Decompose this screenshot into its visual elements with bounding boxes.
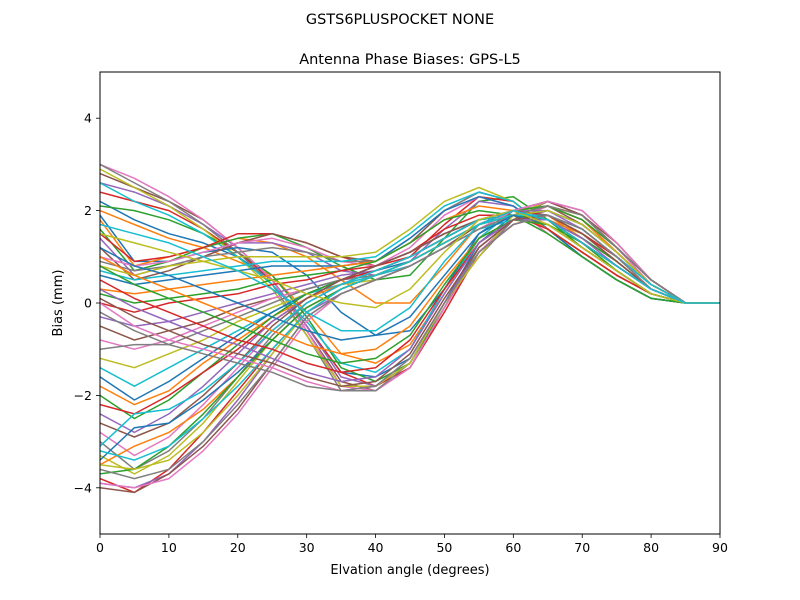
series-line-56 bbox=[100, 214, 720, 387]
series-line-53 bbox=[100, 219, 720, 364]
figure-suptitle: GSTS6PLUSPOCKET NONE bbox=[306, 12, 494, 28]
series-line-60 bbox=[100, 209, 720, 332]
x-tick-label: 40 bbox=[368, 540, 384, 555]
x-tick-label: 10 bbox=[161, 540, 177, 555]
series-line-58 bbox=[100, 214, 720, 392]
series-line-48 bbox=[100, 205, 720, 480]
x-tick-label: 0 bbox=[96, 540, 104, 555]
y-axis-label: Bias (mm) bbox=[51, 270, 66, 337]
series-line-34 bbox=[100, 209, 720, 415]
series-line-23 bbox=[100, 209, 720, 304]
x-tick-label: 20 bbox=[230, 540, 246, 555]
series-line-28 bbox=[100, 214, 720, 350]
y-tick-label: −2 bbox=[74, 388, 92, 403]
x-tick-label: 80 bbox=[643, 540, 659, 555]
x-tick-label: 50 bbox=[436, 540, 452, 555]
x-tick-label: 30 bbox=[299, 540, 315, 555]
x-axis-label: Elvation angle (degrees) bbox=[330, 563, 489, 578]
series-line-27 bbox=[100, 214, 720, 350]
y-tick-label: 4 bbox=[84, 111, 92, 126]
x-tick-label: 70 bbox=[574, 540, 590, 555]
y-axis-ticks: −4 −2 0 2 4 bbox=[74, 111, 100, 495]
y-tick-label: −4 bbox=[74, 480, 92, 495]
y-tick-label: 0 bbox=[84, 296, 92, 311]
series-line-59 bbox=[100, 209, 720, 309]
series-lines bbox=[100, 163, 720, 494]
chart-title: Antenna Phase Biases: GPS-L5 bbox=[299, 52, 521, 68]
x-axis-ticks: 0 10 20 30 40 50 60 70 80 90 bbox=[96, 534, 728, 555]
x-tick-label: 60 bbox=[505, 540, 521, 555]
y-tick-label: 2 bbox=[84, 203, 92, 218]
x-tick-label: 90 bbox=[712, 540, 728, 555]
